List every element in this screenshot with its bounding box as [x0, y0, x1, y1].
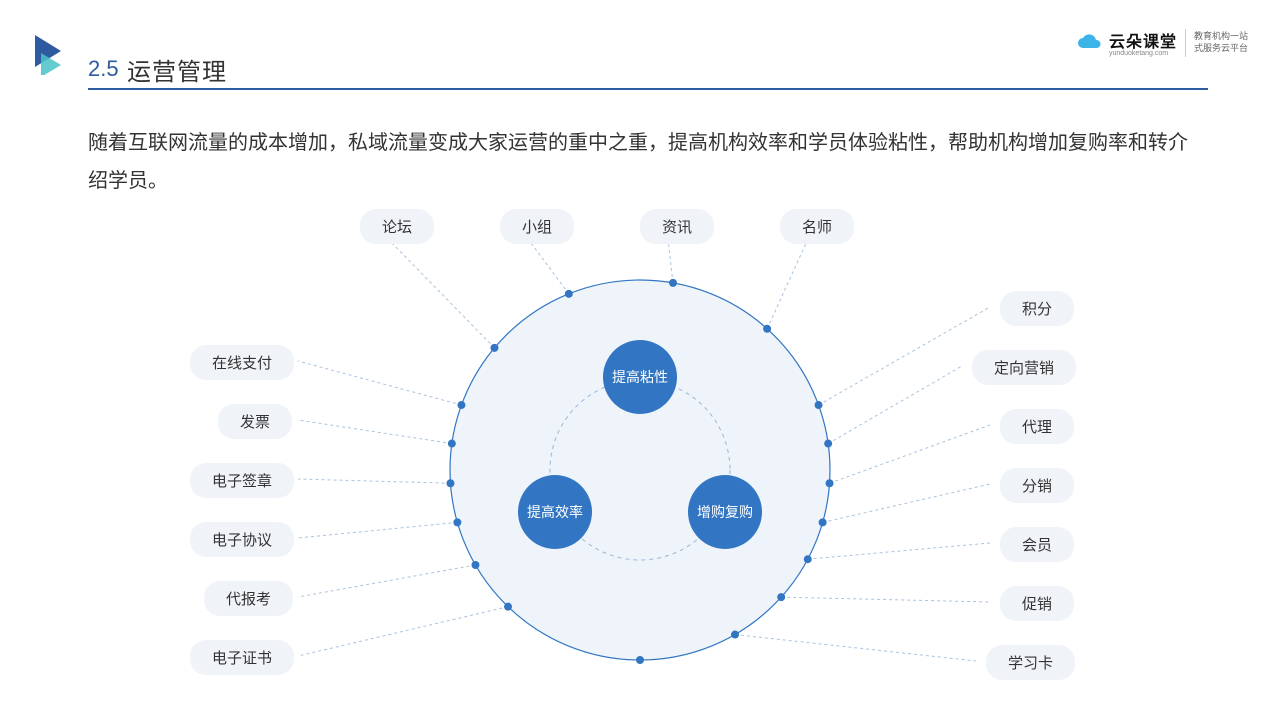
pill-distrib: 分销 [1000, 468, 1074, 503]
operations-diagram: 论坛 小组 资讯 名师在线支付发票电子签章电子协议代报考电子证书 积分定向营销代理分销会… [170, 195, 1110, 715]
pill-news: 资讯 [640, 209, 714, 244]
pill-studycard: 学习卡 [986, 645, 1075, 680]
pill-esign: 电子签章 [190, 463, 294, 498]
pill-online-pay: 在线支付 [190, 345, 294, 380]
pill-points: 积分 [1000, 291, 1074, 326]
pill-targeted: 定向营销 [972, 350, 1076, 385]
logo-slogan: 教育机构一站 式服务云平台 [1194, 31, 1248, 54]
pill-member: 会员 [1000, 527, 1074, 562]
play-arrow-icon [35, 35, 69, 75]
section-title: 运营管理 [127, 52, 227, 87]
cloud-icon [1075, 32, 1103, 54]
logo-subtext: yunduoketang.com [1109, 50, 1177, 57]
section-number: 2.5 [88, 56, 119, 82]
logo-divider [1185, 29, 1186, 57]
pill-invoice: 发票 [218, 404, 292, 439]
node-efficiency: 提高效率 [518, 475, 592, 549]
pill-group: 小组 [500, 209, 574, 244]
slide-header: 2.5 运营管理 云朵课堂 yunduoketang.com 教育机构一站 式服… [0, 0, 1280, 90]
node-repurchase: 增购复购 [688, 475, 762, 549]
pill-agent: 代理 [1000, 409, 1074, 444]
logo-text: 云朵课堂 [1109, 34, 1177, 51]
pill-exam-proxy: 代报考 [204, 581, 293, 616]
description-text: 随着互联网流量的成本增加，私域流量变成大家运营的重中之重，提高机构效率和学员体验… [88, 124, 1188, 200]
slogan-line1: 教育机构一站 [1194, 31, 1248, 43]
pill-teacher: 名师 [780, 209, 854, 244]
slogan-line2: 式服务云平台 [1194, 43, 1248, 55]
title-underline [88, 88, 1208, 90]
pill-econtract: 电子协议 [190, 522, 294, 557]
diagram-svg-layer [170, 195, 1110, 715]
pill-forum: 论坛 [360, 209, 434, 244]
pill-ecert: 电子证书 [190, 640, 294, 675]
logo-block: 云朵课堂 yunduoketang.com 教育机构一站 式服务云平台 [1075, 28, 1248, 57]
pill-promo: 促销 [1000, 586, 1074, 621]
node-stickiness: 提高粘性 [603, 340, 677, 414]
